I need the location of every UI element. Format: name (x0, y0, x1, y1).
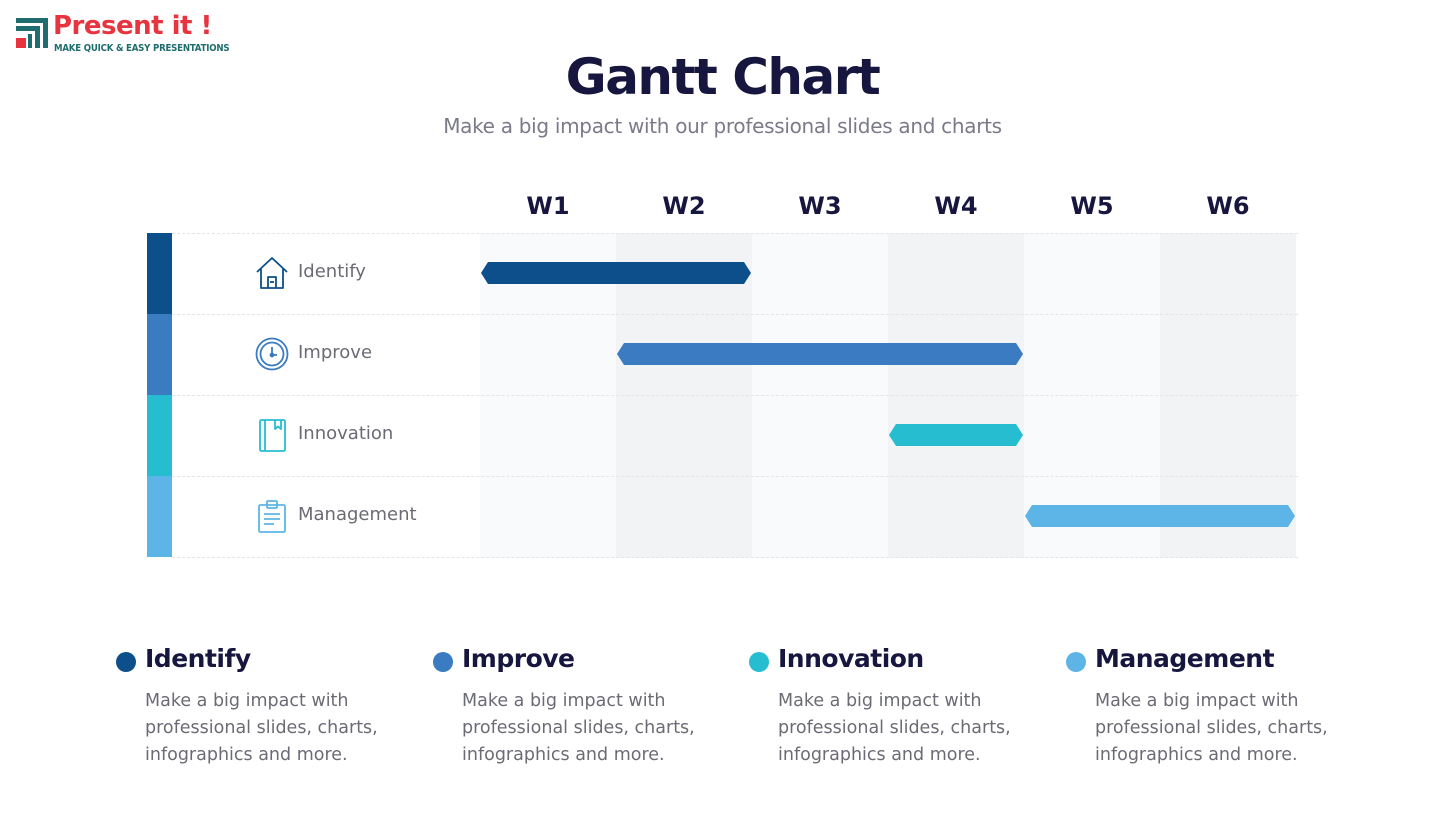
week-label-w3: W3 (798, 192, 842, 220)
row-color-innovation (147, 395, 172, 476)
legend-title: Improve (462, 644, 575, 673)
legend-dot (433, 652, 453, 672)
logo-mark-icon (16, 18, 48, 48)
task-label-management: Management (298, 504, 417, 525)
legend-title: Innovation (778, 644, 924, 673)
clock-icon (255, 337, 289, 371)
row-color-identify (147, 233, 172, 314)
task-label-improve: Improve (298, 342, 373, 363)
task-label-innovation: Innovation (298, 423, 394, 444)
page-subtitle: Make a big impact with our professional … (443, 114, 1002, 138)
row-divider (172, 314, 1298, 315)
legend-description: Make a big impact with professional slid… (145, 691, 378, 765)
legend-description: Make a big impact with professional slid… (778, 691, 1011, 765)
clipboard-icon (258, 500, 286, 533)
week-label-w2: W2 (662, 192, 706, 220)
task-label-identify: Identify (298, 261, 366, 282)
home-icon (256, 257, 288, 289)
legend-description: Make a big impact with professional slid… (1095, 691, 1328, 765)
legend-title: Identify (145, 644, 251, 673)
legend-title: Management (1095, 644, 1275, 673)
gantt-bar-improve (617, 343, 1023, 365)
week-label-w4: W4 (934, 192, 978, 220)
row-color-improve (147, 314, 172, 395)
gantt-chart: W1 W2 W3 W4 W5 W6 Identify Improve Innov… (147, 192, 1298, 558)
gantt-bars (481, 262, 1295, 527)
logo-tagline: MAKE QUICK & EASY PRESENTATIONS (54, 43, 230, 55)
row-divider (172, 233, 1298, 234)
legend-dot (749, 652, 769, 672)
legend-dot (1066, 652, 1086, 672)
gantt-bar-innovation (889, 424, 1023, 446)
week-label-w6: W6 (1206, 192, 1250, 220)
row-divider (172, 557, 1298, 558)
row-divider (172, 395, 1298, 396)
legend-description: Make a big impact with professional slid… (462, 691, 695, 765)
gantt-bar-identify (481, 262, 751, 284)
row-color-management (147, 476, 172, 557)
row-divider (172, 476, 1298, 477)
gantt-bar-management (1025, 505, 1295, 527)
book-icon (259, 419, 286, 452)
week-label-w5: W5 (1070, 192, 1114, 220)
week-label-w1: W1 (526, 192, 570, 220)
logo-title: Present it ! (53, 11, 212, 41)
page-title: Gantt Chart (565, 48, 881, 106)
legend-dot (116, 652, 136, 672)
brand-logo: Present it ! MAKE QUICK & EASY PRESENTAT… (14, 11, 230, 60)
